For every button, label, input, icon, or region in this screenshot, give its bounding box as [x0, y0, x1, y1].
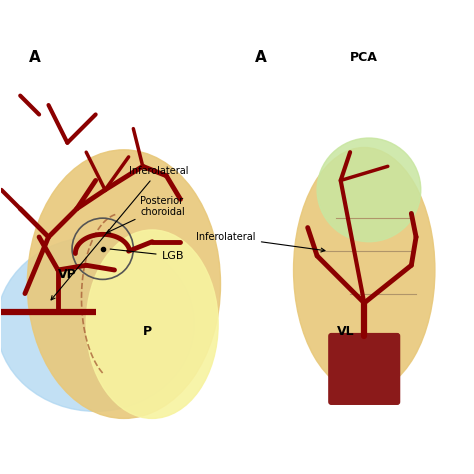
Ellipse shape [86, 230, 218, 419]
Text: PCA: PCA [350, 52, 378, 64]
Text: A: A [28, 50, 40, 65]
Text: Inferolateral: Inferolateral [196, 232, 325, 252]
Ellipse shape [27, 150, 220, 419]
FancyBboxPatch shape [329, 334, 400, 404]
Ellipse shape [317, 138, 421, 242]
Text: LGB: LGB [110, 249, 184, 261]
Ellipse shape [0, 237, 195, 411]
Text: VP: VP [58, 268, 77, 281]
Text: VL: VL [337, 325, 354, 338]
Text: P: P [143, 325, 152, 338]
Text: Posterior
choroidal: Posterior choroidal [106, 196, 185, 233]
Text: A: A [255, 50, 266, 65]
Text: Inferolateral: Inferolateral [51, 166, 188, 300]
Ellipse shape [293, 147, 435, 392]
